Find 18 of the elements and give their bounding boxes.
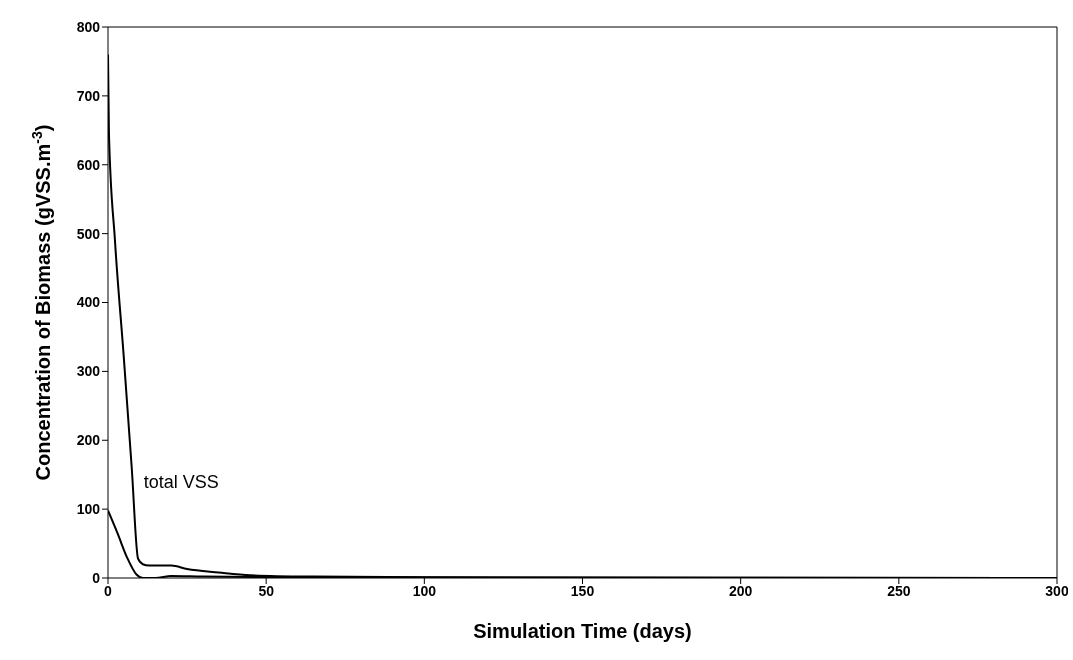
x-tick-label: 150 (570, 582, 595, 599)
x-tick-label: 200 (728, 582, 753, 599)
y-tick-label: 200 (76, 432, 101, 449)
y-tick-label: 500 (76, 225, 101, 242)
x-tick-label: 0 (104, 582, 113, 599)
x-tick-label: 100 (412, 582, 437, 599)
y-tick-label: 100 (76, 501, 101, 518)
y-tick-label: 300 (76, 363, 101, 380)
x-tick-label: 250 (887, 582, 911, 599)
y-tick-label: 400 (76, 294, 101, 311)
y-tick-label: 0 (92, 569, 101, 586)
x-axis-title: Simulation Time (days) (473, 620, 692, 642)
x-tick-label: 50 (258, 582, 275, 599)
y-tick-label: 600 (76, 156, 101, 173)
x-tick-label: 300 (1045, 582, 1069, 599)
y-tick-label: 700 (76, 87, 101, 104)
y-tick-label: 800 (76, 18, 101, 35)
series-label: total VSS (143, 471, 219, 492)
